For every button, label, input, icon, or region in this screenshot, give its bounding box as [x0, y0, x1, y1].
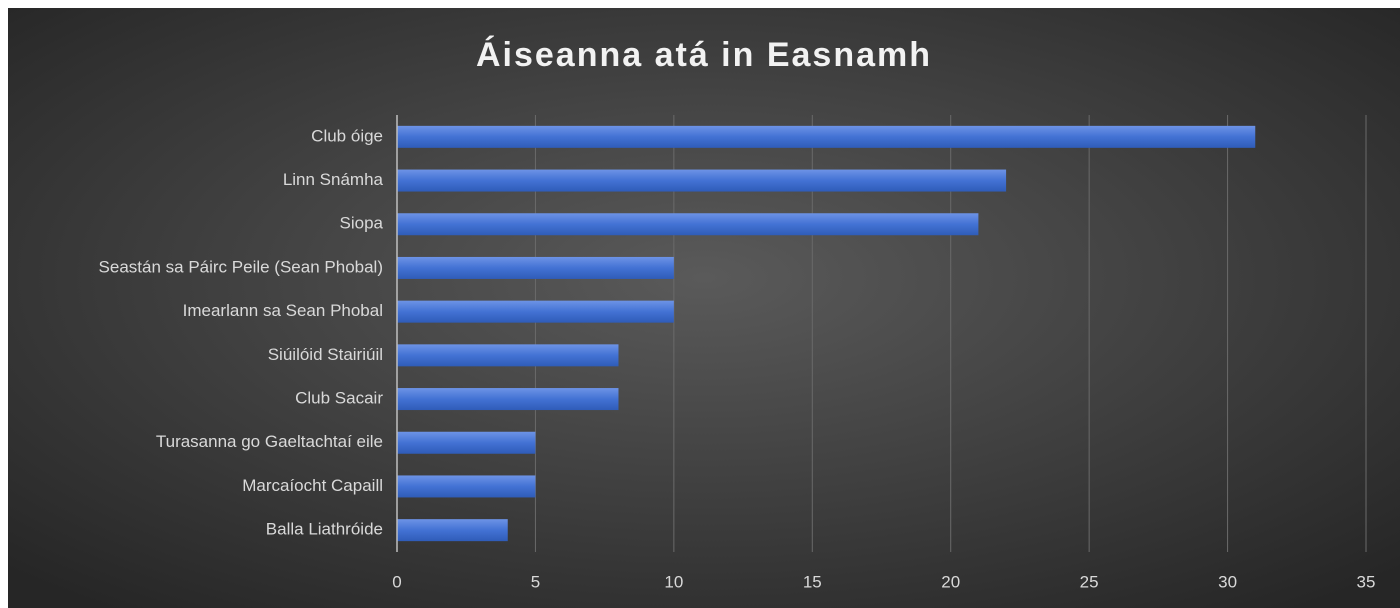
bar [397, 169, 1007, 192]
bar [397, 256, 674, 279]
y-tick-label: Balla Liathróide [266, 520, 383, 539]
bar [397, 475, 536, 498]
bar [397, 300, 674, 323]
y-tick-label: Seastán sa Páirc Peile (Sean Phobal) [99, 257, 383, 276]
chart-title: Áiseanna atá in Easnamh [476, 36, 932, 74]
x-tick-label: 0 [392, 572, 401, 591]
x-tick-label: 10 [664, 572, 683, 591]
x-tick-label: 35 [1357, 572, 1376, 591]
x-tick-label: 20 [941, 572, 960, 591]
x-tick-label: 5 [531, 572, 540, 591]
y-tick-label: Siúilóid Stairiúil [268, 345, 383, 364]
bar [397, 213, 979, 236]
x-tick-label: 30 [1218, 572, 1237, 591]
bar [397, 344, 619, 367]
y-tick-label: Club óige [311, 126, 383, 145]
y-tick-label: Siopa [340, 214, 384, 233]
x-tick-label: 15 [803, 572, 822, 591]
x-tick-label: 25 [1080, 572, 1099, 591]
y-tick-label: Imearlann sa Sean Phobal [183, 301, 383, 320]
y-tick-label: Turasanna go Gaeltachtaí eile [156, 432, 383, 451]
bar [397, 388, 619, 411]
y-tick-label: Club Sacair [295, 389, 383, 408]
bar [397, 519, 508, 542]
chart-background [8, 8, 1400, 608]
bar [397, 125, 1256, 148]
y-tick-label: Marcaíocht Capaill [242, 476, 383, 495]
y-tick-label: Linn Snámha [283, 170, 384, 189]
bar [397, 431, 536, 454]
